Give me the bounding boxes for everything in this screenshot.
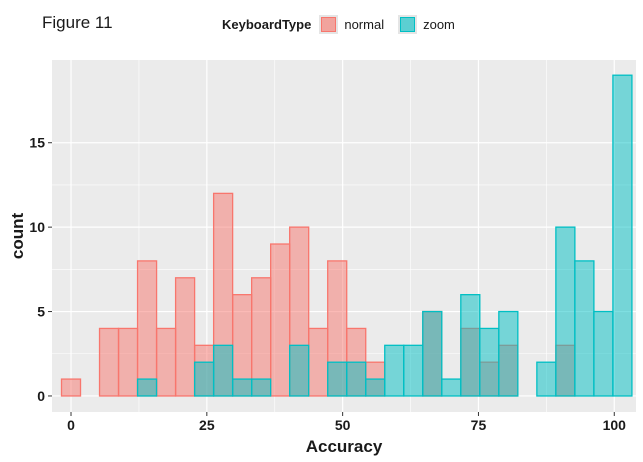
bar-zoom bbox=[403, 344, 424, 397]
bar-zoom bbox=[460, 294, 481, 397]
bar-normal bbox=[174, 277, 196, 397]
x-tick-label: 50 bbox=[335, 417, 351, 433]
bar-zoom bbox=[346, 361, 367, 397]
bar-zoom bbox=[422, 310, 443, 397]
legend-swatch-normal bbox=[321, 17, 337, 32]
bar-normal bbox=[98, 327, 120, 397]
bar-zoom bbox=[536, 361, 557, 397]
bar-normal bbox=[308, 327, 329, 397]
bar-zoom bbox=[555, 226, 576, 397]
x-tick-label: 100 bbox=[603, 417, 627, 433]
bar-zoom bbox=[193, 361, 215, 397]
y-axis-title: count bbox=[8, 213, 27, 260]
bar-zoom bbox=[327, 361, 348, 397]
bar-zoom bbox=[289, 344, 310, 397]
y-tick-label: 15 bbox=[29, 135, 45, 151]
bar-zoom bbox=[231, 378, 253, 397]
legend: KeyboardType normal zoom bbox=[222, 15, 469, 34]
bar-zoom bbox=[384, 344, 405, 397]
legend-key-zoom bbox=[398, 15, 418, 34]
bar-zoom bbox=[593, 310, 614, 397]
x-tick-label: 75 bbox=[471, 417, 487, 433]
y-tick-label: 0 bbox=[37, 388, 45, 404]
x-axis-title: Accuracy bbox=[306, 437, 383, 456]
bar-normal bbox=[60, 378, 82, 397]
legend-key-normal bbox=[319, 15, 339, 34]
bar-zoom bbox=[212, 344, 234, 397]
bar-zoom bbox=[479, 327, 500, 397]
legend-label-zoom: zoom bbox=[423, 17, 455, 32]
bar-zoom bbox=[365, 378, 386, 397]
bar-normal bbox=[117, 327, 139, 397]
bar-normal bbox=[136, 260, 158, 397]
bar-zoom bbox=[574, 260, 595, 397]
bar-normal bbox=[270, 243, 291, 397]
legend-title: KeyboardType bbox=[222, 17, 312, 32]
bar-zoom bbox=[498, 310, 519, 397]
bar-zoom bbox=[441, 378, 462, 397]
legend-swatch-zoom bbox=[400, 17, 416, 32]
x-tick-label: 0 bbox=[67, 417, 75, 433]
bar-zoom bbox=[250, 378, 272, 397]
bar-normal bbox=[250, 277, 272, 397]
y-tick-label: 5 bbox=[37, 304, 45, 320]
legend-label-normal: normal bbox=[344, 17, 385, 32]
figure-label: Figure 11 bbox=[42, 13, 113, 32]
y-tick-label: 10 bbox=[29, 219, 45, 235]
x-tick-label: 25 bbox=[199, 417, 215, 433]
bar-normal bbox=[155, 327, 177, 397]
bar-zoom bbox=[612, 74, 633, 397]
bar-zoom bbox=[136, 378, 158, 397]
